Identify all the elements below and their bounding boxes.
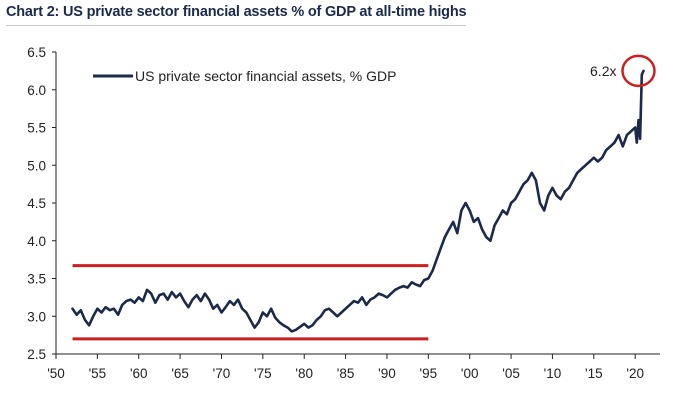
x-tick-label: '50	[47, 366, 65, 381]
reference-lines	[72, 264, 429, 341]
x-tick-label: '55	[89, 366, 107, 381]
x-tick-label: '75	[254, 366, 272, 381]
x-tick-label: '20	[626, 366, 644, 381]
x-tick-label: '95	[420, 366, 438, 381]
y-tick-label: 5.0	[27, 158, 46, 173]
highlight-circle	[621, 54, 656, 88]
x-tick-label: '85	[337, 366, 355, 381]
x-tick-label: '70	[213, 366, 231, 381]
x-tick-label: '60	[130, 366, 148, 381]
y-tick-label: 4.5	[27, 196, 46, 211]
y-tick-label: 4.0	[27, 234, 46, 249]
x-tick-label: '80	[295, 366, 313, 381]
legend: US private sector financial assets, % GD…	[93, 68, 396, 84]
x-tick-label: '15	[585, 366, 603, 381]
series-layer	[71, 69, 645, 333]
annotations: 6.2x	[590, 54, 656, 88]
series-line	[71, 69, 645, 333]
x-axis: '50 '55 '60 '65 '70 '75 '80 '85 '90 '95 '00 '05 '10 '…	[47, 354, 644, 381]
y-tick-label: 6.0	[27, 83, 46, 98]
y-tick-label: 5.5	[27, 121, 46, 136]
x-tick-label: '90	[378, 366, 396, 381]
y-tick-label: 3.5	[27, 272, 46, 287]
annotation-label: 6.2x	[590, 63, 616, 79]
chart-title: Chart 2: US private sector financial ass…	[6, 4, 467, 20]
y-tick-label: 3.0	[27, 309, 46, 324]
y-axis: 2.5 3.0 3.5 4.0 4.5 5.0 5.5 6.0 6.5	[27, 45, 56, 362]
x-tick-label: '00	[461, 366, 479, 381]
plot-frame	[55, 52, 660, 355]
legend-label: US private sector financial assets, % GD…	[135, 68, 396, 84]
title-divider	[6, 25, 466, 26]
x-tick-label: '05	[502, 366, 520, 381]
x-tick-label: '65	[171, 366, 189, 381]
x-tick-label: '10	[544, 366, 562, 381]
y-tick-label: 6.5	[27, 45, 46, 60]
y-tick-label: 2.5	[27, 347, 46, 362]
